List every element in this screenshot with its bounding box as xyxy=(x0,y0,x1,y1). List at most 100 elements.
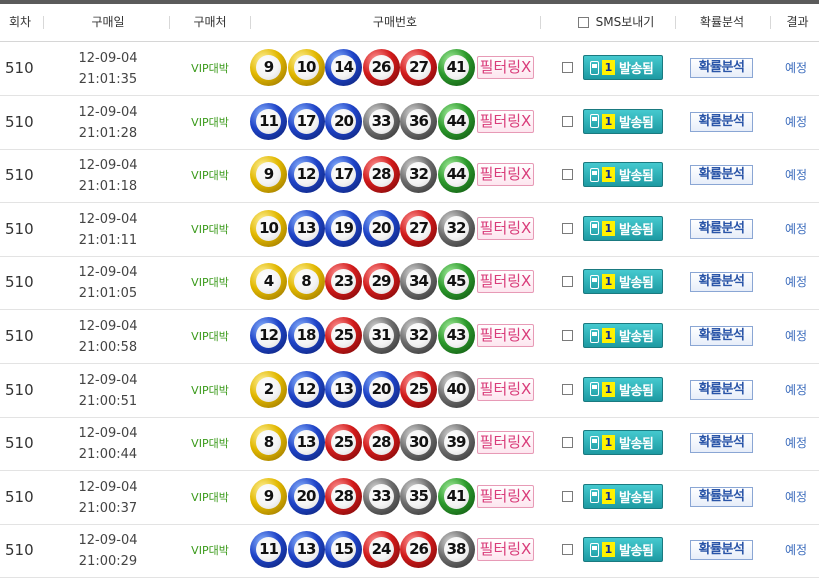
sms-sent-button[interactable]: 1 발송됨 xyxy=(583,108,663,134)
result-link[interactable]: 예정 xyxy=(785,275,808,290)
lotto-ball: 40 xyxy=(437,370,475,408)
result-link[interactable]: 예정 xyxy=(785,329,808,343)
ball-number: 38 xyxy=(443,537,469,563)
filter-button[interactable]: 필터링X xyxy=(477,431,534,455)
sms-sent-button[interactable]: 1 발송됨 xyxy=(583,483,663,509)
ball-number: 31 xyxy=(368,323,394,348)
probability-analysis-button[interactable]: 확률분석 xyxy=(690,165,753,186)
sms-checkbox[interactable] xyxy=(562,276,573,288)
sms-status-label: 발송됨 xyxy=(619,169,654,185)
lotto-ball: 32 xyxy=(400,156,437,194)
sms-count: 1 xyxy=(602,542,615,558)
sms-checkbox[interactable] xyxy=(562,330,573,341)
probability-analysis-button[interactable]: 확률분석 xyxy=(690,272,753,293)
ball-number: 28 xyxy=(331,483,356,509)
lotto-ball: 26 xyxy=(400,531,437,569)
sms-sent-button[interactable]: 1 발송됨 xyxy=(583,162,663,188)
ball-number: 14 xyxy=(331,55,356,80)
sms-sent-button[interactable]: 1 발송됨 xyxy=(583,323,663,348)
probability-analysis-button[interactable]: 확률분석 xyxy=(690,326,753,346)
sms-status-label: 발송됨 xyxy=(619,115,654,131)
sms-checkbox[interactable] xyxy=(562,544,573,556)
sms-checkbox[interactable] xyxy=(562,222,573,234)
lotto-ball: 25 xyxy=(325,424,362,462)
lotto-ball: 29 xyxy=(362,263,400,301)
result-link[interactable]: 예정 xyxy=(785,382,808,397)
header-divider xyxy=(675,16,676,29)
probability-analysis-button[interactable]: 확률분석 xyxy=(690,58,753,78)
probability-analysis-button[interactable]: 확률분석 xyxy=(690,433,753,454)
purchase-datetime: 12-09-04 21:00:29 xyxy=(62,530,154,572)
ball-number: 24 xyxy=(368,537,394,563)
sms-sent-button[interactable]: 1 발송됨 xyxy=(583,537,663,563)
probability-analysis-button[interactable]: 확률분석 xyxy=(690,111,753,132)
filter-button[interactable]: 필터링X xyxy=(477,377,534,401)
lotto-ball: 8 xyxy=(250,424,287,462)
sms-checkbox[interactable] xyxy=(562,383,573,395)
probability-analysis-button[interactable]: 확률분석 xyxy=(690,486,753,507)
result-link[interactable]: 예정 xyxy=(785,114,808,129)
result-link[interactable]: 예정 xyxy=(785,489,808,504)
filter-button[interactable]: 필터링X xyxy=(477,163,534,187)
ball-number: 9 xyxy=(256,483,281,509)
filter-button[interactable]: 필터링X xyxy=(477,484,534,508)
header-sms: SMS보내기 xyxy=(556,4,676,41)
top-border xyxy=(0,0,819,4)
table-row: 510 12-09-04 21:00:58 VIP대박 12 18 25 31 32 43… xyxy=(0,310,819,364)
result-link[interactable]: 예정 xyxy=(785,543,808,558)
lotto-ball: 32 xyxy=(400,317,437,354)
sms-sent-button[interactable]: 1 발송됨 xyxy=(583,215,663,241)
ball-number: 11 xyxy=(256,108,281,134)
sms-status-label: 발송됨 xyxy=(619,437,654,453)
sms-checkbox[interactable] xyxy=(562,115,573,127)
ball-number: 11 xyxy=(256,537,281,563)
table-row: 510 12-09-04 21:01:35 VIP대박 9 10 14 26 27 41 … xyxy=(0,42,819,96)
result-link[interactable]: 예정 xyxy=(785,168,808,183)
lotto-ball: 4 xyxy=(250,263,287,301)
round-number: 510 xyxy=(5,327,34,345)
result-link[interactable]: 예정 xyxy=(785,61,808,75)
sms-checkbox[interactable] xyxy=(562,490,573,502)
filter-button[interactable]: 필터링X xyxy=(477,56,534,79)
purchase-shop: VIP대박 xyxy=(191,544,229,558)
lotto-ball: 44 xyxy=(437,156,475,194)
ball-number: 8 xyxy=(293,269,319,295)
sms-checkbox[interactable] xyxy=(562,62,573,73)
sms-checkbox[interactable] xyxy=(562,169,573,181)
mobile-phone-icon xyxy=(590,114,599,129)
probability-analysis-button[interactable]: 확률분석 xyxy=(690,540,753,561)
ball-number: 32 xyxy=(443,215,469,241)
round-number: 510 xyxy=(5,112,34,131)
lotto-ball: 13 xyxy=(287,424,325,462)
probability-analysis-button[interactable]: 확률분석 xyxy=(690,218,753,239)
mobile-phone-icon xyxy=(590,60,599,75)
purchase-date: 12-09-04 xyxy=(78,51,138,66)
filter-button[interactable]: 필터링X xyxy=(477,538,534,562)
lotto-ball: 20 xyxy=(362,209,400,247)
result-link[interactable]: 예정 xyxy=(785,221,808,236)
ball-number: 43 xyxy=(443,323,469,348)
sms-sent-button[interactable]: 1 발송됨 xyxy=(583,430,663,456)
mobile-phone-icon xyxy=(590,167,599,182)
lotto-ball: 31 xyxy=(362,317,400,354)
probability-analysis-button[interactable]: 확률분석 xyxy=(690,379,753,400)
lotto-ball: 9 xyxy=(250,477,287,515)
select-all-checkbox[interactable] xyxy=(577,17,589,28)
sms-checkbox[interactable] xyxy=(562,437,573,449)
ball-number: 2 xyxy=(256,376,281,402)
filter-button[interactable]: 필터링X xyxy=(477,216,534,240)
lotto-ball: 18 xyxy=(287,317,325,354)
lotto-ball: 25 xyxy=(400,370,437,408)
filter-button[interactable]: 필터링X xyxy=(477,324,534,347)
filter-button[interactable]: 필터링X xyxy=(477,270,534,294)
ball-number: 8 xyxy=(256,430,281,456)
header-numbers: 구매번호 xyxy=(372,15,418,29)
sms-sent-button[interactable]: 1 발송됨 xyxy=(583,269,663,295)
sms-status-label: 발송됨 xyxy=(619,62,654,77)
purchase-date: 12-09-04 xyxy=(78,158,138,174)
sms-sent-button[interactable]: 1 발송됨 xyxy=(583,55,663,80)
filter-button[interactable]: 필터링X xyxy=(477,109,534,133)
result-link[interactable]: 예정 xyxy=(785,436,808,451)
sms-sent-button[interactable]: 1 발송됨 xyxy=(583,376,663,402)
purchase-date: 12-09-04 xyxy=(78,211,138,227)
